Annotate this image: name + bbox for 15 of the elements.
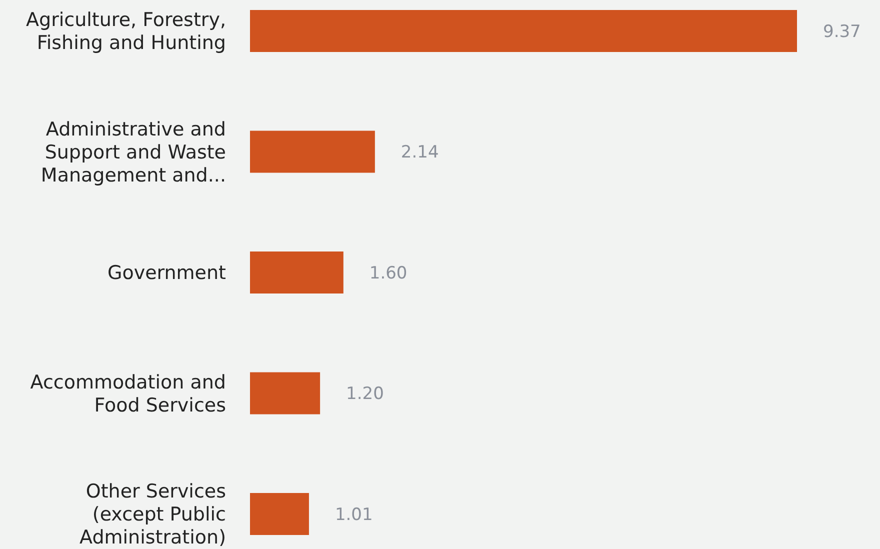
y-tick-label: Administrative and Support and Waste Management and... bbox=[40, 118, 226, 186]
data-label: 1.01 bbox=[334, 504, 373, 525]
bar bbox=[250, 493, 309, 535]
bar bbox=[250, 252, 344, 294]
bar bbox=[250, 372, 320, 414]
data-label: 1.20 bbox=[346, 384, 384, 404]
data-label: 2.14 bbox=[400, 142, 439, 163]
bar bbox=[250, 130, 375, 173]
y-tick-label: Other Services (except Public Administration) bbox=[80, 480, 226, 549]
bar bbox=[250, 10, 797, 52]
data-label: 1.60 bbox=[369, 263, 408, 284]
y-tick-label: Accommodation and Food Services bbox=[30, 371, 226, 416]
y-tick-label: Government bbox=[108, 262, 226, 284]
y-tick-label: Agriculture, Forestry, Fishing and Hunting bbox=[26, 9, 226, 54]
data-label: 9.37 bbox=[823, 22, 861, 42]
